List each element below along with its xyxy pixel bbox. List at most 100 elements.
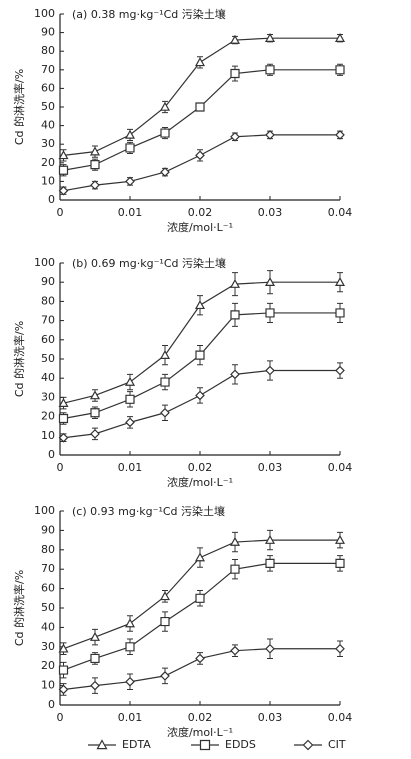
data-point	[195, 653, 205, 664]
x-tick-label: 0	[57, 711, 64, 724]
data-point	[334, 32, 346, 42]
y-axis-label: Cd 的淋洗率/%	[12, 570, 26, 646]
data-point	[230, 564, 240, 574]
y-tick-label: 70	[41, 314, 55, 327]
y-tick-label: 0	[48, 193, 55, 206]
x-tick-label: 0	[57, 461, 64, 474]
data-point	[230, 310, 240, 320]
x-tick-label: 0.01	[118, 711, 143, 724]
y-tick-label: 20	[41, 659, 55, 672]
data-point	[264, 276, 276, 286]
y-axis-label: Cd 的淋洗率/%	[12, 321, 26, 397]
y-tick-label: 10	[41, 174, 55, 187]
y-tick-label: 50	[41, 100, 55, 113]
x-tick-label: 0.03	[258, 206, 283, 219]
data-point	[160, 616, 170, 627]
data-point	[230, 131, 240, 142]
data-point	[195, 150, 205, 161]
data-point	[265, 65, 275, 75]
data-point	[125, 176, 135, 187]
data-point	[194, 300, 206, 310]
data-point	[160, 671, 170, 681]
y-tick-label: 80	[41, 294, 55, 307]
data-point	[265, 643, 275, 654]
data-point	[335, 558, 345, 568]
data-point	[195, 390, 205, 401]
data-point	[125, 676, 135, 687]
data-point	[160, 377, 170, 387]
data-point	[90, 429, 100, 439]
data-point	[265, 365, 275, 376]
data-point	[195, 350, 205, 360]
data-point	[90, 653, 100, 664]
data-point	[264, 32, 276, 42]
y-tick-label: 10	[41, 429, 55, 442]
data-point	[58, 185, 69, 196]
y-tick-label: 30	[41, 137, 55, 150]
series-line	[63, 648, 340, 691]
y-tick-label: 50	[41, 352, 55, 365]
data-point	[89, 390, 101, 400]
y-tick-label: 60	[41, 582, 55, 595]
data-point	[194, 57, 206, 67]
x-tick-label: 0.04	[328, 711, 353, 724]
data-point	[125, 642, 135, 652]
series-line	[63, 281, 340, 404]
data-point	[194, 552, 206, 562]
data-point	[265, 308, 275, 318]
x-tick-label: 0.04	[328, 206, 353, 219]
panel-title: (b) 0.69 mg·kg⁻¹Cd 污染土壤	[72, 256, 226, 270]
data-point	[229, 536, 241, 546]
data-point	[124, 376, 136, 386]
y-tick-label: 40	[41, 620, 55, 633]
y-tick-label: 70	[41, 63, 55, 76]
data-point	[58, 643, 69, 653]
data-point	[58, 150, 69, 160]
series-line	[63, 539, 340, 650]
data-point	[335, 308, 345, 318]
data-point	[159, 101, 171, 111]
series-line	[63, 562, 340, 671]
y-tick-label: 100	[34, 504, 55, 517]
data-point	[90, 680, 100, 691]
data-point	[335, 65, 345, 75]
y-tick-label: 30	[41, 640, 55, 653]
data-point	[160, 167, 170, 177]
data-point	[265, 558, 275, 568]
x-tick-label: 0.02	[188, 461, 213, 474]
series-line	[63, 134, 340, 192]
data-point	[160, 128, 170, 138]
y-tick-label: 40	[41, 371, 55, 384]
y-tick-label: 60	[41, 81, 55, 94]
y-tick-label: 50	[41, 601, 55, 614]
data-point	[125, 394, 135, 404]
data-point	[58, 413, 69, 424]
x-tick-label: 0.01	[118, 206, 143, 219]
x-tick-label: 0	[57, 206, 64, 219]
series-line	[63, 37, 340, 156]
y-tick-label: 90	[41, 523, 55, 536]
data-point	[195, 593, 205, 603]
data-point	[264, 534, 276, 544]
y-tick-label: 10	[41, 679, 55, 692]
data-point	[229, 278, 241, 288]
y-tick-label: 80	[41, 44, 55, 57]
data-point	[230, 68, 240, 79]
data-point	[124, 129, 136, 139]
y-tick-label: 80	[41, 543, 55, 556]
data-point	[58, 397, 69, 407]
legend-marker	[302, 739, 314, 751]
series-line	[63, 369, 340, 439]
x-axis-label: 浓度/mol·L⁻¹	[167, 475, 233, 489]
data-point	[335, 365, 345, 376]
legend-label: CIT	[328, 738, 346, 751]
legend-marker	[96, 739, 108, 750]
y-tick-label: 60	[41, 333, 55, 346]
x-tick-label: 0.04	[328, 461, 353, 474]
series-line	[63, 69, 340, 171]
data-point	[195, 102, 205, 112]
x-tick-label: 0.03	[258, 711, 283, 724]
data-point	[334, 276, 346, 286]
data-point	[335, 643, 345, 654]
legend-label: EDTA	[122, 738, 151, 751]
